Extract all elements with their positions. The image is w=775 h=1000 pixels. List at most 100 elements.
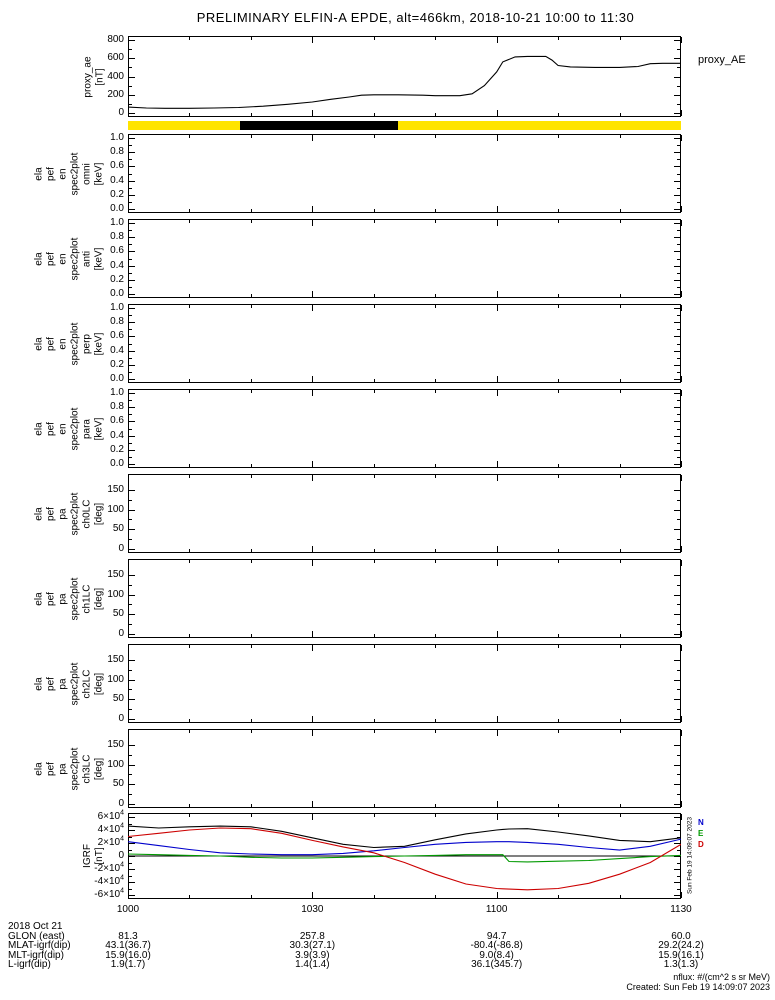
y-axis-label-line: en bbox=[57, 167, 68, 180]
y-minor-tick bbox=[129, 202, 132, 203]
y-minor-tick bbox=[129, 49, 132, 50]
y-tick-label: 0.8 bbox=[110, 231, 124, 242]
y-axis-label-line: pef bbox=[45, 761, 56, 776]
panel-pa_ch3lc bbox=[128, 729, 681, 808]
y-axis-label-line: spec2plot bbox=[69, 322, 80, 365]
x-minor-tick bbox=[435, 390, 436, 393]
y-axis-label-line: spec2plot bbox=[69, 492, 80, 535]
y-tick-mark bbox=[129, 181, 135, 182]
y-tick-mark bbox=[674, 280, 680, 281]
x-minor-tick bbox=[435, 560, 436, 563]
y-axis-label-line: ela bbox=[33, 166, 44, 181]
y-axis-label-line: ela bbox=[33, 761, 44, 776]
x-tick-mark bbox=[681, 546, 682, 552]
y-tick-mark bbox=[129, 40, 135, 41]
row-value: 15.9(16.0) bbox=[105, 950, 151, 961]
row-value: 30.3(27.1) bbox=[289, 940, 336, 951]
x-minor-tick bbox=[435, 220, 436, 223]
y-axis-label-line: spec2plot bbox=[69, 237, 80, 280]
y-tick-label: 50 bbox=[112, 608, 124, 619]
y-minor-tick bbox=[677, 889, 680, 890]
y-tick-mark bbox=[674, 817, 680, 818]
x-minor-tick bbox=[558, 220, 559, 223]
x-tick-mark bbox=[312, 37, 313, 43]
x-minor-tick bbox=[251, 390, 252, 393]
y-tick-mark bbox=[674, 699, 680, 700]
y-axis-label-line: spec2plot bbox=[69, 662, 80, 705]
x-minor-tick bbox=[620, 645, 621, 648]
y-tick-label: 1.0 bbox=[110, 387, 124, 398]
created-timestamp: Created: Sun Feb 19 14:09:07 2023 bbox=[626, 982, 770, 992]
y-tick-label: 100 bbox=[107, 674, 124, 685]
y-tick-mark bbox=[674, 680, 680, 681]
y-tick-label: -6×104 bbox=[94, 887, 124, 900]
y-tick-label: 0 bbox=[118, 543, 124, 554]
y-minor-tick bbox=[677, 837, 680, 838]
x-minor-tick bbox=[189, 634, 190, 637]
y-tick-mark bbox=[674, 549, 680, 550]
y-tick-exponent: 4 bbox=[120, 887, 124, 895]
y-minor-tick bbox=[129, 372, 132, 373]
x-minor-tick bbox=[620, 549, 621, 552]
x-minor-tick bbox=[374, 475, 375, 478]
x-minor-tick bbox=[558, 135, 559, 138]
x-minor-tick bbox=[435, 294, 436, 297]
x-tick-mark bbox=[497, 37, 498, 43]
y-axis-label-en_omni: ela pef en spec2plot omni [keV] bbox=[33, 134, 105, 213]
y-tick-mark bbox=[129, 237, 135, 238]
x-minor-tick bbox=[435, 549, 436, 552]
x-minor-tick bbox=[189, 645, 190, 648]
x-tick-mark bbox=[128, 560, 129, 566]
y-tick-mark bbox=[674, 251, 680, 252]
x-tick-mark bbox=[497, 814, 498, 820]
row-value: 29.2(24.2) bbox=[658, 940, 704, 951]
y-minor-tick bbox=[677, 230, 680, 231]
y-tick-mark bbox=[674, 510, 680, 511]
y-minor-tick bbox=[129, 287, 132, 288]
igrf-legend-letter: D bbox=[698, 840, 704, 849]
y-tick-mark bbox=[129, 680, 135, 681]
y-minor-tick bbox=[677, 863, 680, 864]
y-tick-mark bbox=[129, 699, 135, 700]
y-tick-exponent: 4 bbox=[120, 874, 124, 882]
igrf-chart bbox=[128, 825, 681, 891]
y-axis-label-line: pa bbox=[57, 507, 68, 520]
x-minor-tick bbox=[558, 814, 559, 817]
y-tick-label: 0.4 bbox=[110, 175, 124, 186]
x-minor-tick bbox=[435, 719, 436, 722]
row-value: 257.8 bbox=[299, 931, 325, 942]
y-tick-mark bbox=[129, 421, 135, 422]
x-tick-mark bbox=[681, 801, 682, 807]
y-minor-tick bbox=[129, 863, 132, 864]
y-tick-mark bbox=[674, 152, 680, 153]
x-tick-mark bbox=[681, 892, 682, 898]
y-tick-mark bbox=[674, 660, 680, 661]
proxy-ae-series-label: proxy_AE bbox=[698, 54, 746, 66]
y-minor-tick bbox=[677, 457, 680, 458]
x-minor-tick bbox=[435, 634, 436, 637]
y-tick-label: 0.2 bbox=[110, 274, 124, 285]
y-tick-mark bbox=[674, 529, 680, 530]
x-minor-tick bbox=[251, 730, 252, 733]
y-tick-mark bbox=[674, 784, 680, 785]
y-tick-label: 0 bbox=[118, 713, 124, 724]
y-axis-label-line: ela bbox=[33, 251, 44, 266]
y-minor-tick bbox=[129, 159, 132, 160]
y-minor-tick bbox=[677, 585, 680, 586]
y-tick-mark bbox=[129, 365, 135, 366]
x-minor-tick bbox=[435, 305, 436, 308]
y-minor-tick bbox=[129, 86, 132, 87]
y-minor-tick bbox=[129, 850, 132, 851]
y-tick-label: 100 bbox=[107, 759, 124, 770]
x-minor-tick bbox=[374, 634, 375, 637]
flux-units-note: nflux: #/(cm^2 s sr MeV) bbox=[673, 972, 770, 982]
panel-proxy_ae bbox=[128, 36, 681, 117]
y-tick-mark bbox=[129, 869, 135, 870]
row-label: MLT-igrf(dip) bbox=[8, 950, 64, 961]
y-minor-tick bbox=[677, 755, 680, 756]
x-minor-tick bbox=[374, 804, 375, 807]
y-axis-label-line: [keV] bbox=[93, 162, 104, 185]
side-timestamp: Sun Feb 19 14:09:07 2023 bbox=[686, 817, 694, 894]
y-tick-mark bbox=[129, 223, 135, 224]
y-axis-label-line: ela bbox=[33, 506, 44, 521]
